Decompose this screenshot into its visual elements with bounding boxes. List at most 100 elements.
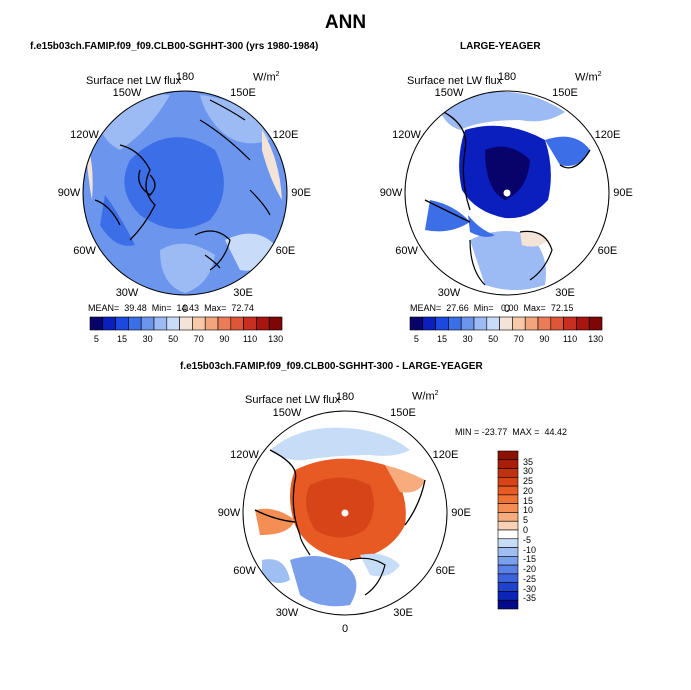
panel2-colorbar-box-12 <box>563 316 577 331</box>
panel3-colorbar-box-0 <box>497 450 519 461</box>
panel1-lon-label-30W: 30W <box>115 287 139 300</box>
panel1-title: f.e15b03ch.FAMIP.f09_f09.CLB00-SGHHT-300… <box>30 41 319 52</box>
panel3-colorbar-box-10 <box>497 538 519 548</box>
panel3-colorbar-box-4 <box>497 485 519 496</box>
panel2-colorbar-box-7 <box>499 316 513 331</box>
panel2-coast-europe <box>469 230 553 286</box>
panel2-colorbar-box-8 <box>512 316 526 331</box>
panel1-coast-siberia <box>199 99 271 216</box>
panel3-colorbar-box-13 <box>497 564 519 575</box>
panel1-colorbar-box-12 <box>243 316 257 331</box>
panel3-colorbar-box-6 <box>497 503 519 513</box>
panel3-lon-label-0: 0 <box>341 623 349 635</box>
panel2-lon-label-120E: 120E <box>594 129 621 141</box>
panel2-lon-label-150E: 150E <box>552 86 578 99</box>
panel3-colorbar-box-9 <box>497 529 519 540</box>
panel1-colorbar-box-11 <box>230 316 244 331</box>
panel2-lon-label-0: 0 <box>503 303 511 315</box>
panel1-coast-europe <box>194 230 231 271</box>
panel1-colorbar-box-9 <box>204 316 219 331</box>
panel3-variable-label: Surface net LW flux <box>245 394 341 406</box>
panel2-colorbar-box-9 <box>524 316 539 331</box>
panel1-colorbar-label-30: 30 <box>142 334 153 344</box>
panel2-map-boundary <box>404 90 610 296</box>
panel1-field-bering <box>200 95 270 144</box>
panel1-lon-label-0: 0 <box>181 303 189 315</box>
panel1-lon-label-180: 180 <box>175 71 195 83</box>
panel3-colorbar-box-8 <box>497 520 519 531</box>
panel1-colorbar-label-50: 50 <box>168 334 179 344</box>
panel1-lon-label-120E: 120E <box>272 129 299 141</box>
panel3-colorbar-label-30: 30 <box>523 466 534 477</box>
panel2-lon-label-90E: 90E <box>613 187 633 199</box>
panel2-lon-label-180: 180 <box>497 71 517 83</box>
panel3-colorbar-label-5: 5 <box>523 515 529 526</box>
panel1-map <box>82 90 288 296</box>
panel1-variable-label: Surface net LW flux <box>86 75 182 87</box>
panel1-colorbar-label-15: 15 <box>116 334 128 344</box>
panel1-lon-label-60W: 60W <box>73 245 96 257</box>
panel1-colorbar-box-14 <box>268 316 283 331</box>
panel3-lon-label-90E: 90E <box>451 507 471 519</box>
panel3-lon-label-180: 180 <box>335 391 355 403</box>
panel2-lon-label-150W: 150W <box>434 86 464 99</box>
panel3-field-labrador <box>262 559 290 584</box>
panel1-colorbar-label-5: 5 <box>93 334 99 344</box>
panel1-coast-greenland-canada <box>94 144 156 241</box>
panel3-lon-label-30E: 30E <box>393 607 413 620</box>
figure-title: ANN <box>324 12 367 33</box>
panel2-field-hudson <box>468 215 495 237</box>
panel1-colorbar-box-13 <box>256 316 270 331</box>
panel2-colorbar-box-0 <box>409 316 424 331</box>
panel3-colorbar-label-0: 0 <box>523 525 529 535</box>
panel3-lon-label-60E: 60E <box>435 565 456 577</box>
panel2-colorbar-box-4 <box>460 316 475 331</box>
panel1-colorbar-box-3 <box>128 316 142 331</box>
panel1-lon-label-60E: 60E <box>275 245 296 257</box>
panel3-lon-label-90W: 90W <box>217 507 241 519</box>
panel2-colorbar-box-10 <box>537 316 552 331</box>
panel3-colorbar-label-20: 20 <box>523 485 534 496</box>
panel3-colorbar-box-15 <box>497 582 519 592</box>
panel3-colorbar-box-5 <box>497 494 519 504</box>
panel1-field-arctic-core <box>124 137 224 229</box>
panel1-colorbar-box-8 <box>192 316 206 331</box>
panel1-lon-label-150W: 150W <box>112 86 142 99</box>
panel2-colorbar-label-90: 90 <box>539 334 550 344</box>
panel3-field-baffin <box>255 508 295 535</box>
panel1-lon-label-120W: 120W <box>70 129 99 141</box>
panel3-coast-europe <box>299 534 386 596</box>
panel2-colorbar-label-50: 50 <box>488 334 499 344</box>
panel1-colorbar-box-6 <box>166 316 180 331</box>
panel2-units: W/m2 <box>575 71 602 84</box>
panel1-stats: MEAN= 39.48 Min= 14.43 Max= 72.74 <box>88 303 254 313</box>
panel2-lon-label-120W: 120W <box>392 129 421 141</box>
panel1-colorbar-box-10 <box>217 316 232 331</box>
panel2-field-pacific <box>440 91 565 130</box>
panel2-colorbar-label-30: 30 <box>462 334 473 344</box>
panel2-colorbar-box-5 <box>473 316 488 331</box>
panel1-field-atlantic <box>160 243 215 293</box>
panel2-colorbar-label-130: 130 <box>588 334 604 344</box>
panel2-colorbar-box-14 <box>588 316 603 331</box>
panel2-lon-label-60E: 60E <box>597 245 618 257</box>
panel1-colorbar-box-1 <box>102 316 116 331</box>
panel1-lon-label-150E: 150E <box>230 86 256 99</box>
panel2-lon-label-90W: 90W <box>379 187 403 199</box>
panel3-stats: MIN = -23.77 MAX = 44.42 <box>455 427 568 437</box>
panel3-field-arctic-core <box>306 477 374 538</box>
panel1-colorbar <box>89 316 283 331</box>
panel1-colorbar-box-7 <box>179 316 193 331</box>
panel2-field-laptev <box>545 136 590 166</box>
panel2-colorbar-box-11 <box>550 316 564 331</box>
panel2-field-baffin <box>425 200 470 232</box>
panel1-colorbar-box-4 <box>140 316 155 331</box>
panel3-colorbar-label--15: -15 <box>523 554 537 565</box>
panel2-colorbar-box-13 <box>576 316 590 331</box>
panel3-colorbar-label--20: -20 <box>523 564 537 575</box>
panel3-colorbar-label-15: 15 <box>523 495 534 506</box>
panel3-colorbar-box-3 <box>497 477 519 487</box>
panel3-units: W/m2 <box>412 390 439 403</box>
panel3-title: f.e15b03ch.FAMIP.f09_f09.CLB00-SGHHT-300… <box>180 361 483 372</box>
